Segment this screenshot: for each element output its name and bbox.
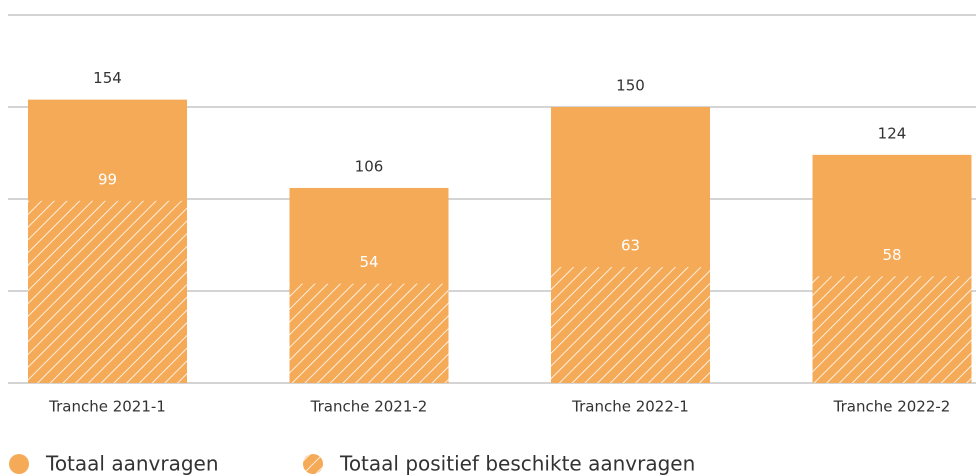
data-label: 150 [616,77,645,95]
data-label: 124 [878,124,907,142]
data-label: 154 [93,69,122,87]
data-label: 106 [355,157,384,175]
legend-label: Totaal positief beschikte aanvragen [339,452,695,476]
legend-swatch [9,454,29,474]
legend-label: Totaal aanvragen [45,452,219,476]
bar [812,276,972,383]
x-tick-label: Tranche 2022-1 [571,398,689,416]
bar [289,283,449,383]
data-label: 58 [882,246,901,264]
bar [551,267,710,383]
x-tick-label: Tranche 2022-2 [833,398,951,416]
bar [28,200,187,383]
x-tick-label: Tranche 2021-2 [310,398,428,416]
data-label: 63 [621,237,640,255]
data-label: 54 [359,253,378,271]
x-tick-label: Tranche 2021-1 [48,398,166,416]
legend-swatch [303,454,323,474]
data-label: 99 [98,170,117,188]
